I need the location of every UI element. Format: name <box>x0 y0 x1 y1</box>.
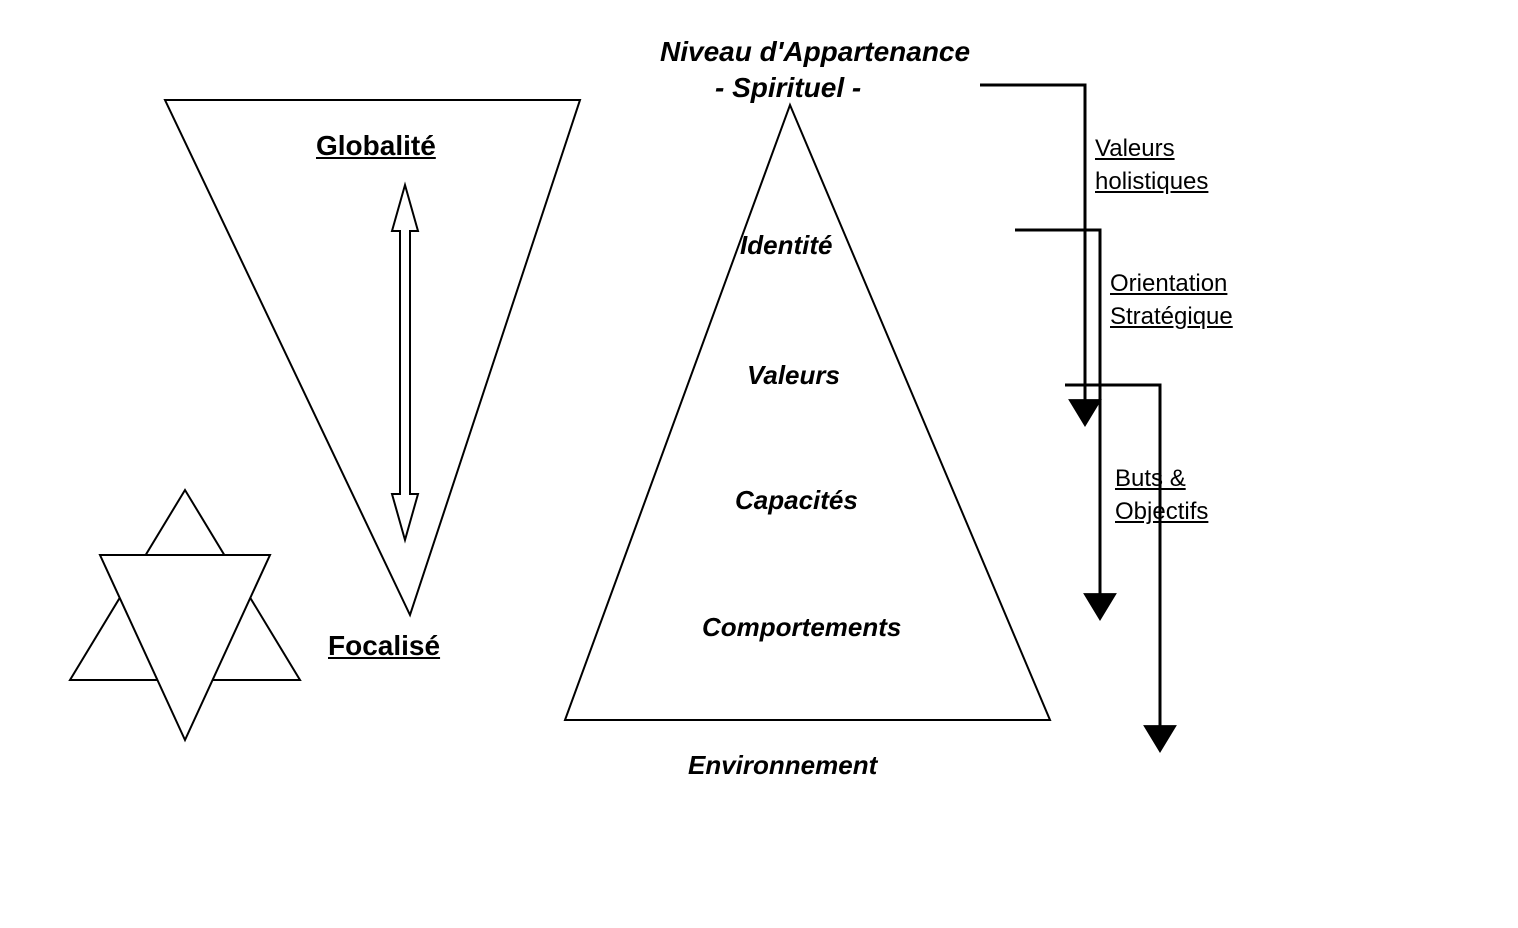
pyramid-level-capacites: Capacités <box>735 485 858 516</box>
annot-buts-objectifs-l2: Objectifs <box>1115 498 1208 526</box>
left-triangle-icon <box>165 100 580 615</box>
pyramid-level-environnement: Environnement <box>688 750 877 781</box>
annot-bracket-0 <box>980 85 1085 422</box>
pyramid-title-line2: - Spirituel - <box>715 72 861 104</box>
pyramid-level-identite: Identité <box>740 230 832 261</box>
pyramid-level-comportements: Comportements <box>702 612 901 643</box>
annot-bracket-2 <box>1065 385 1160 748</box>
pyramid-level-valeurs: Valeurs <box>747 360 840 391</box>
left-triangle-top-label: Globalité <box>316 130 436 162</box>
diagram-canvas <box>0 0 1518 928</box>
double-arrow-icon <box>392 185 418 540</box>
annot-arrowhead-0 <box>1069 400 1101 426</box>
annot-orientation-strategique-l1: Orientation <box>1110 270 1227 298</box>
annot-valeurs-holistiques-l2: holistiques <box>1095 168 1208 196</box>
left-triangle-bottom-label: Focalisé <box>328 630 440 662</box>
annot-buts-objectifs-l1: Buts & <box>1115 465 1186 493</box>
annot-arrowhead-2 <box>1144 726 1176 752</box>
pyramid-title-line1: Niveau d'Appartenance <box>660 36 970 68</box>
annot-arrowhead-1 <box>1084 594 1116 620</box>
annot-orientation-strategique-l2: Stratégique <box>1110 303 1233 331</box>
annot-valeurs-holistiques-l1: Valeurs <box>1095 135 1175 163</box>
